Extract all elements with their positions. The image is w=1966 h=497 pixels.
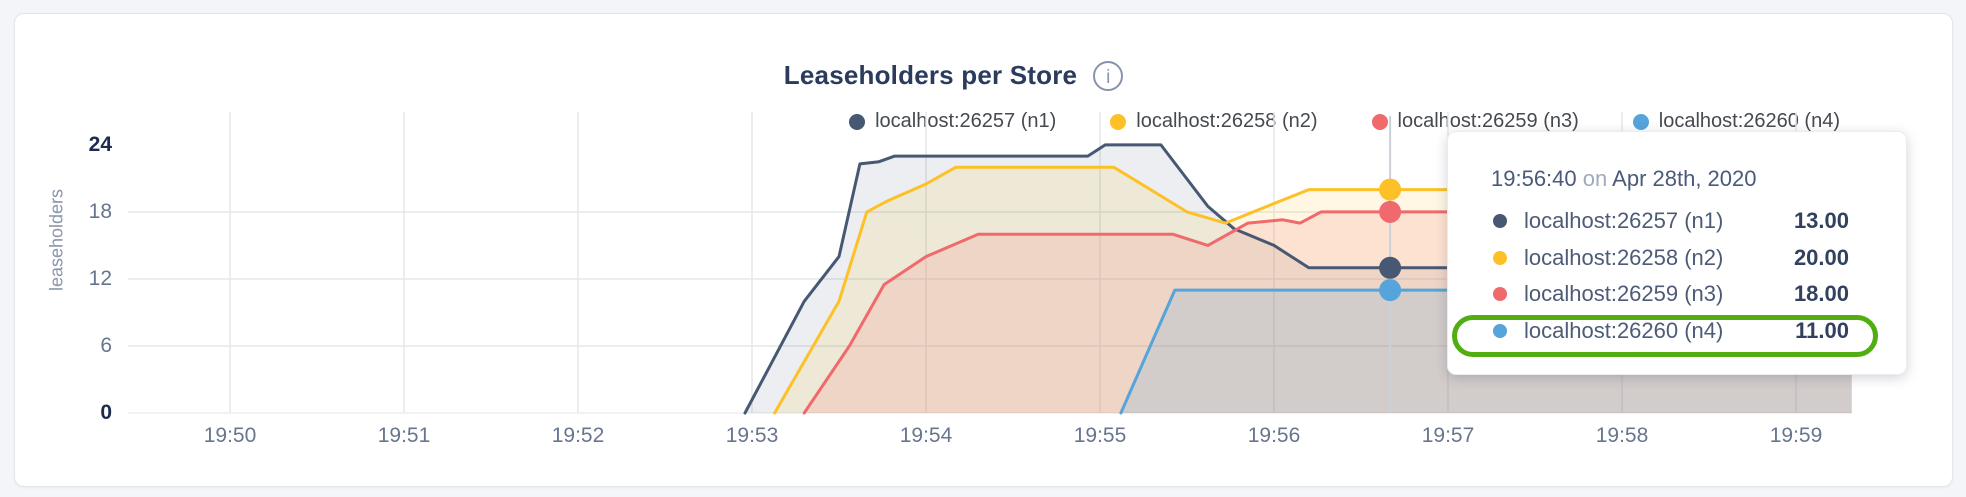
legend-dot-icon [1110,113,1127,130]
legend-dot-icon [1371,113,1388,130]
tooltip-series-name: localhost:26259 (n3) [1524,281,1724,307]
info-icon[interactable]: i [1093,60,1124,91]
tooltip-time: 19:56:40 [1491,166,1577,191]
chart-title: Leaseholders per Store [783,60,1078,90]
x-tick-label: 19:59 [1769,424,1823,447]
y-tick-label: 6 [100,333,112,357]
y-tick-label: 0 [100,401,112,424]
x-tick-label: 19:50 [203,424,257,447]
x-tick-label: 19:54 [899,424,953,447]
hover-point [1379,178,1402,201]
tooltip-date: Apr 28th, 2020 [1612,166,1757,191]
chart-legend: localhost:26257 (n1) localhost:26258 (n2… [849,110,1840,133]
hover-tooltip: 19:56:40 on Apr 28th, 2020 localhost:262… [1447,131,1907,375]
legend-item-n3[interactable]: localhost:26259 (n3) [1371,110,1579,133]
series-dot-icon [1493,250,1507,265]
tooltip-series-value: 13.00 [1793,208,1849,234]
x-tick-label: 19:58 [1595,424,1649,447]
series-dot-icon [1493,323,1507,338]
legend-item-label: localhost:26260 (n4) [1658,110,1840,132]
y-tick-label: 18 [88,199,112,223]
series-dot-icon [1493,287,1507,302]
x-tick-label: 19:56 [1247,424,1301,447]
legend-item-label: localhost:26257 (n1) [875,110,1057,132]
tooltip-connector: on [1582,166,1608,191]
legend-dot-icon [1632,113,1649,130]
legend-item-n4[interactable]: localhost:26260 (n4) [1632,110,1840,133]
series-dot-icon [1493,214,1507,229]
legend-item-n2[interactable]: localhost:26258 (n2) [1110,110,1318,133]
x-tick-label: 19:57 [1421,424,1475,447]
y-tick-label: 24 [88,132,112,156]
series-line [743,143,1854,415]
legend-item-label: localhost:26259 (n3) [1397,110,1579,132]
tooltip-series-value: 11.00 [1795,317,1849,343]
x-axis: 19:50 19:51 19:52 19:53 19:54 19:55 19:56 19:57… [0,424,1966,454]
tooltip-series-name: localhost:26260 (n4) [1524,317,1724,343]
tooltip-series-name: localhost:26258 (n2) [1524,244,1724,270]
x-tick-label: 19:52 [551,424,605,447]
series-line [802,210,1854,415]
hover-point [1379,256,1402,279]
y-axis: 0 6 12 18 24 [0,0,120,497]
x-tick-label: 19:53 [725,424,779,447]
hover-point [1379,200,1402,223]
legend-item-n1[interactable]: localhost:26257 (n1) [849,110,1056,133]
y-tick-label: 12 [88,266,112,290]
legend-dot-icon [849,113,866,130]
tooltip-row: localhost:26258 (n2) 20.00 [1491,240,1906,277]
tooltip-row-highlighted: localhost:26260 (n4) 11.00 [1491,313,1906,350]
chart-header: Leaseholders per Store i [0,60,1922,91]
tooltip-series-name: localhost:26257 (n1) [1524,208,1724,234]
tooltip-series-value: 18.00 [1793,281,1849,307]
legend-item-label: localhost:26258 (n2) [1136,110,1318,132]
tooltip-timestamp: 19:56:40 on Apr 28th, 2020 [1491,165,1906,193]
series-line [773,165,1854,415]
tooltip-row: localhost:26259 (n3) 18.00 [1491,276,1906,313]
x-tick-label: 19:55 [1073,424,1127,447]
hover-point [1379,279,1402,302]
tooltip-row: localhost:26257 (n1) 13.00 [1491,203,1906,240]
tooltip-series-value: 20.00 [1793,244,1849,270]
x-tick-label: 19:51 [377,424,431,447]
